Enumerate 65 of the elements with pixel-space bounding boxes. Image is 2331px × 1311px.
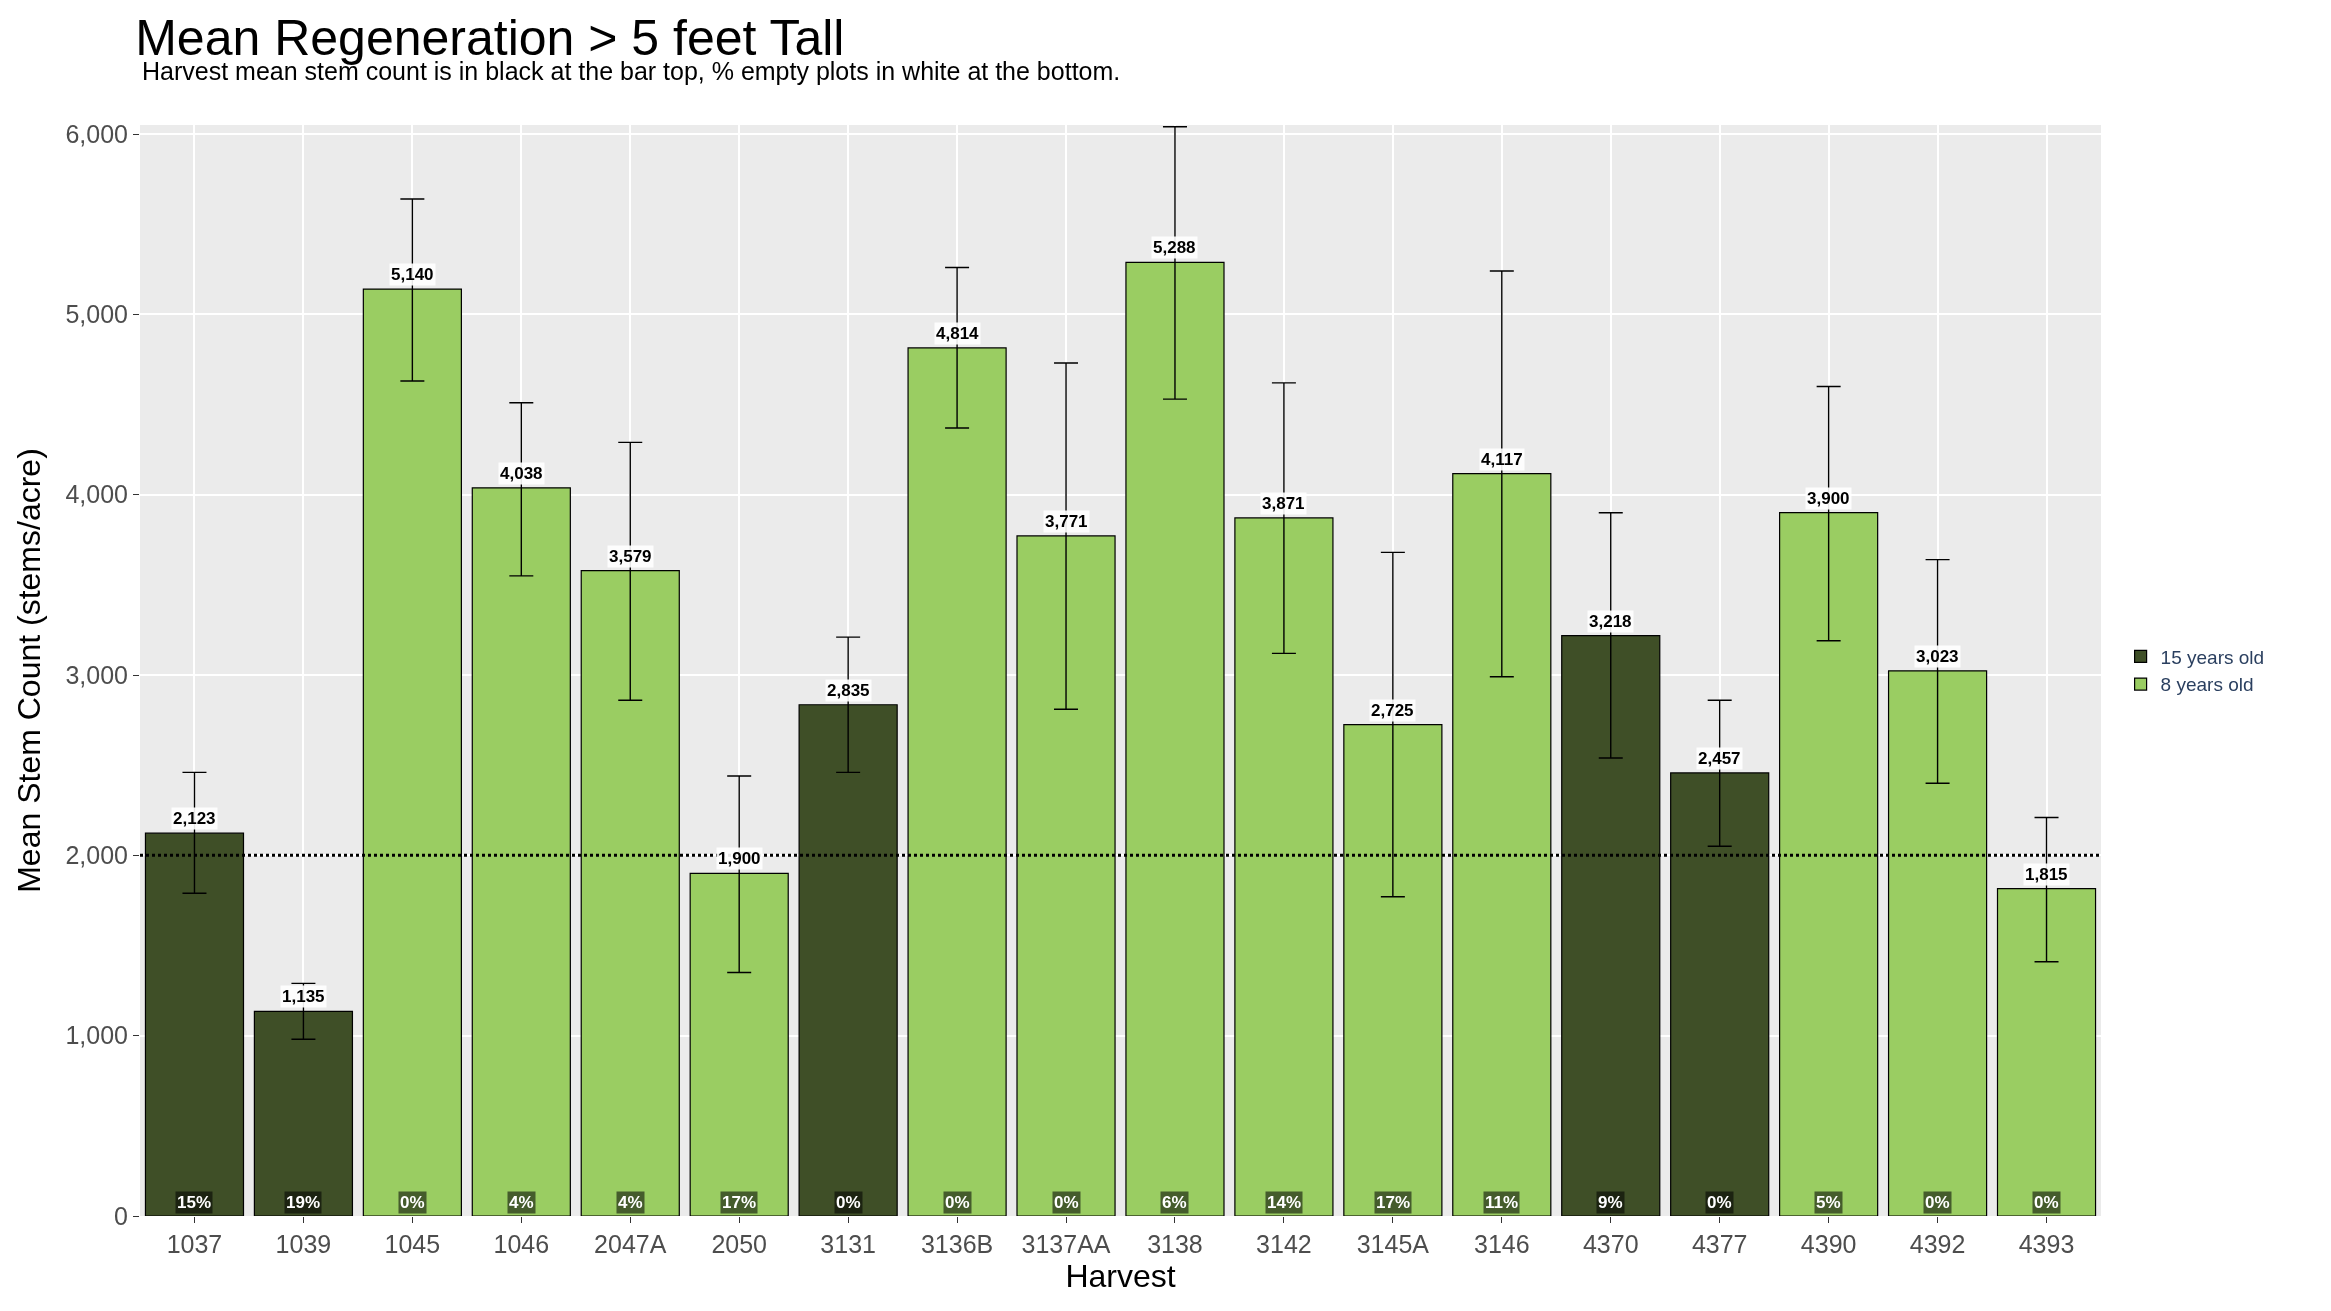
x-tick-label: 4392 — [1909, 1230, 1966, 1258]
annotation: 6% — [1162, 1193, 1187, 1212]
annotation: 0% — [2034, 1193, 2059, 1212]
annotation: 0% — [1054, 1193, 1079, 1212]
annotation: 0% — [945, 1193, 970, 1212]
data-label: 2,123 — [173, 809, 216, 828]
annotation: 0% — [1925, 1193, 1950, 1212]
data-label: 2,725 — [1371, 701, 1414, 720]
x-tick-label: 3136B — [920, 1230, 994, 1258]
x-tick-label: 3146 — [1474, 1230, 1530, 1258]
x-tick-label: 3145A — [1356, 1230, 1430, 1258]
y-tick-label: 5,000 — [65, 300, 128, 329]
data-label: 4,814 — [936, 324, 980, 343]
x-tick-label: 2047A — [594, 1230, 667, 1258]
data-label: 1,135 — [282, 987, 325, 1006]
y-tick-label: 4,000 — [65, 480, 128, 509]
data-label: 3,579 — [609, 547, 652, 566]
annotation: 11% — [1485, 1193, 1519, 1212]
data-label: 4,038 — [500, 464, 543, 483]
x-tick-label: 3138 — [1147, 1230, 1203, 1258]
data-label: 2,457 — [1698, 749, 1741, 768]
annotation: 9% — [1598, 1193, 1623, 1212]
legend-label: 8 years old — [2160, 674, 2254, 696]
y-tick-label: 1,000 — [65, 1021, 128, 1050]
x-tick-label: 2050 — [711, 1230, 767, 1258]
x-tick-label: 3137AA — [1021, 1230, 1111, 1258]
x-axis-title: Harvest — [1065, 1258, 1176, 1294]
annotation: 4% — [618, 1193, 643, 1212]
annotation: 15% — [177, 1193, 212, 1212]
x-tick-label: 4390 — [1800, 1230, 1857, 1258]
x-tick-label: 1046 — [493, 1230, 550, 1258]
data-label: 5,288 — [1153, 238, 1196, 257]
x-tick-label: 4370 — [1582, 1230, 1639, 1258]
legend-label: 15 years old — [2160, 646, 2265, 668]
y-tick-label: 0 — [114, 1201, 128, 1230]
annotation: 4% — [509, 1193, 534, 1212]
annotation: 5% — [1816, 1193, 1841, 1212]
data-label: 3,218 — [1589, 612, 1632, 631]
data-label: 3,871 — [1262, 494, 1305, 513]
x-tick-label: 3131 — [820, 1230, 876, 1258]
data-label: 3,900 — [1807, 489, 1850, 508]
annotation: 0% — [1707, 1193, 1732, 1212]
x-tick-label: 1039 — [275, 1230, 332, 1258]
x-tick-label: 1037 — [166, 1230, 223, 1258]
data-label: 3,771 — [1045, 512, 1088, 531]
data-label: 5,140 — [391, 265, 434, 284]
x-tick-label: 4377 — [1691, 1230, 1748, 1258]
annotation: 14% — [1267, 1193, 1302, 1212]
data-label: 3,023 — [1916, 647, 1959, 666]
x-tick-label: 4393 — [2018, 1230, 2075, 1258]
data-label: 2,835 — [827, 681, 870, 700]
annotation: 19% — [286, 1193, 321, 1212]
data-label: 1,900 — [718, 849, 761, 868]
y-axis-title: Mean Stem Count (stems/acre) — [10, 448, 47, 893]
annotation: 0% — [400, 1193, 425, 1212]
x-tick-label: 1045 — [384, 1230, 441, 1258]
annotation: 0% — [836, 1193, 861, 1212]
annotation: 17% — [722, 1193, 757, 1212]
y-tick-label: 2,000 — [65, 841, 128, 870]
data-label: 4,117 — [1481, 450, 1523, 469]
y-tick-label: 6,000 — [65, 119, 128, 148]
annotation: 17% — [1376, 1193, 1411, 1212]
y-tick-label: 3,000 — [65, 660, 128, 689]
data-label: 1,815 — [2025, 865, 2068, 884]
x-tick-label: 3142 — [1256, 1230, 1312, 1258]
